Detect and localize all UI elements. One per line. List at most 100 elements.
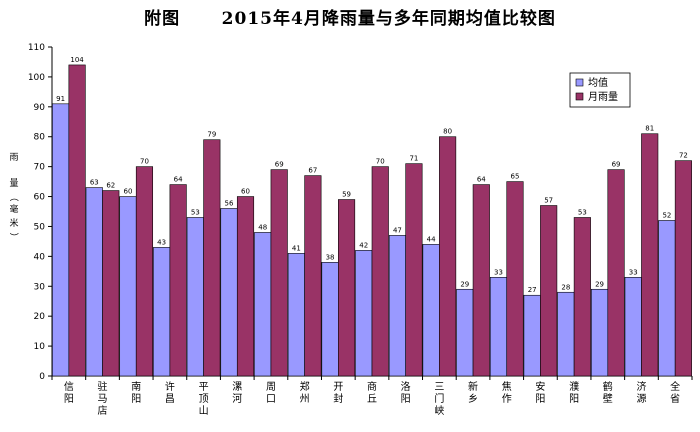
legend-label: 月雨量 bbox=[588, 91, 618, 103]
x-tick-label: 口 bbox=[266, 394, 276, 405]
bar-monthly bbox=[135, 166, 154, 377]
bar-monthly bbox=[203, 139, 221, 377]
data-label: 42 bbox=[359, 241, 368, 249]
y-tick-label: 90 bbox=[34, 103, 46, 113]
bar-monthly bbox=[573, 217, 591, 377]
data-label: 47 bbox=[393, 226, 402, 234]
x-tick-label: 信 bbox=[64, 381, 74, 393]
data-label: 64 bbox=[174, 176, 183, 184]
bar-monthly bbox=[236, 196, 255, 377]
bar-mean bbox=[658, 220, 676, 377]
data-label: 69 bbox=[275, 161, 284, 169]
bar-mean bbox=[287, 253, 305, 377]
data-label: 57 bbox=[544, 197, 553, 205]
data-label: 29 bbox=[460, 280, 469, 288]
data-label: 28 bbox=[561, 283, 570, 291]
data-label: 38 bbox=[326, 253, 335, 261]
x-tick-label: 作 bbox=[502, 393, 512, 405]
bar-mean bbox=[254, 232, 272, 377]
y-axis-label-char: （ bbox=[8, 192, 19, 201]
x-tick-label: 驻 bbox=[98, 380, 108, 393]
bar-mean bbox=[355, 250, 373, 377]
bar-monthly bbox=[641, 133, 659, 377]
data-label: 60 bbox=[241, 188, 250, 196]
x-tick-label: 阳 bbox=[569, 393, 579, 405]
x-tick-label: 漯 bbox=[232, 381, 242, 393]
bar-mean bbox=[52, 103, 70, 377]
y-tick-label: 50 bbox=[34, 222, 46, 232]
bar-mean bbox=[119, 196, 137, 377]
x-tick-label: 顶 bbox=[199, 393, 209, 405]
x-tick-label: 新 bbox=[468, 380, 478, 393]
bar-mean bbox=[523, 294, 541, 377]
bar-monthly bbox=[338, 199, 356, 377]
y-tick-label: 100 bbox=[28, 73, 45, 83]
data-label: 70 bbox=[376, 158, 385, 166]
bar-monthly bbox=[472, 184, 490, 377]
y-tick-label: 80 bbox=[34, 133, 46, 143]
bar-monthly bbox=[169, 184, 187, 377]
data-label: 60 bbox=[123, 188, 132, 196]
x-tick-label: 省 bbox=[670, 392, 680, 405]
data-label: 59 bbox=[342, 191, 351, 199]
data-label: 67 bbox=[308, 167, 317, 175]
y-axis-label-char: 毫 bbox=[9, 203, 18, 215]
data-label: 53 bbox=[578, 208, 587, 216]
data-label: 29 bbox=[595, 280, 604, 288]
bar-mean bbox=[85, 187, 103, 377]
data-label: 41 bbox=[292, 244, 301, 252]
x-tick-label: 济 bbox=[636, 380, 646, 393]
legend-swatch bbox=[575, 78, 584, 87]
y-axis-label-char: ） bbox=[8, 232, 19, 241]
x-tick-label: 峡 bbox=[434, 404, 444, 417]
x-tick-label: 安 bbox=[535, 380, 545, 393]
x-tick-label: 阳 bbox=[535, 393, 545, 405]
y-tick-label: 40 bbox=[34, 252, 46, 262]
y-axis-label-char: 量 bbox=[9, 178, 18, 189]
y-tick-label: 20 bbox=[34, 312, 46, 322]
data-label: 64 bbox=[477, 176, 486, 184]
x-tick-label: 丘 bbox=[367, 393, 377, 405]
x-tick-label: 郑 bbox=[300, 380, 310, 393]
x-tick-label: 阳 bbox=[131, 393, 141, 405]
bar-monthly bbox=[68, 64, 86, 377]
bar-mean bbox=[590, 288, 609, 377]
bar-mean bbox=[422, 244, 440, 377]
x-tick-label: 昌 bbox=[165, 393, 175, 405]
x-tick-label: 门 bbox=[434, 392, 444, 405]
x-tick-label: 壁 bbox=[603, 392, 613, 405]
data-label: 65 bbox=[511, 173, 520, 181]
x-tick-label: 山 bbox=[199, 405, 209, 417]
bar-mean bbox=[624, 276, 642, 377]
bar-monthly bbox=[607, 169, 625, 377]
y-tick-label: 110 bbox=[28, 43, 45, 53]
y-tick-label: 60 bbox=[34, 193, 46, 203]
x-tick-label: 河 bbox=[232, 393, 242, 405]
bar-mean bbox=[388, 235, 406, 377]
y-tick-label: 30 bbox=[34, 282, 46, 292]
x-tick-label: 封 bbox=[333, 392, 343, 405]
data-label: 104 bbox=[70, 56, 84, 64]
x-tick-label: 阳 bbox=[401, 393, 411, 405]
x-tick-label: 鹤 bbox=[603, 380, 613, 393]
y-axis-label-char: 雨 bbox=[9, 152, 18, 163]
bar-monthly bbox=[506, 181, 524, 377]
data-label: 52 bbox=[662, 211, 671, 219]
x-tick-label: 源 bbox=[636, 392, 646, 405]
data-label: 69 bbox=[612, 161, 621, 169]
chart-title: 附图 2015年4月降雨量与多年同期均值比较图 bbox=[144, 9, 556, 29]
bar-monthly bbox=[405, 163, 423, 377]
data-label: 48 bbox=[258, 223, 267, 231]
data-label: 72 bbox=[679, 152, 688, 160]
x-tick-label: 三 bbox=[434, 382, 444, 393]
data-label: 33 bbox=[494, 268, 503, 276]
data-label: 33 bbox=[629, 268, 638, 276]
x-tick-label: 店 bbox=[98, 404, 108, 417]
x-tick-label: 全 bbox=[670, 380, 680, 393]
x-tick-label: 乡 bbox=[468, 393, 478, 405]
y-tick-label: 10 bbox=[34, 342, 46, 352]
bar-monthly bbox=[540, 205, 558, 377]
bar-mean bbox=[153, 247, 171, 377]
bar-monthly bbox=[439, 136, 457, 377]
